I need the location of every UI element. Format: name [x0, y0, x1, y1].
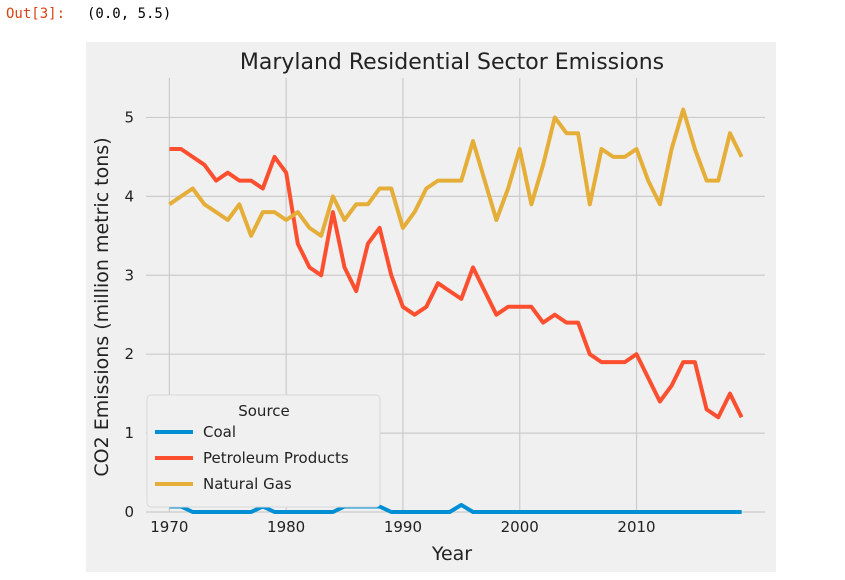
- legend-label-natural-gas: Natural Gas: [203, 475, 292, 493]
- legend-label-coal: Coal: [203, 423, 236, 441]
- x-tick-label: 2000: [501, 518, 539, 536]
- y-tick-label: 1: [124, 424, 134, 442]
- x-tick-label: 1970: [150, 518, 188, 536]
- output-prompt: Out[3]:: [6, 6, 66, 22]
- series-line-natural-gas: [168, 107, 744, 238]
- legend-box: [146, 394, 381, 508]
- y-tick-label: 5: [124, 108, 134, 126]
- y-tick-label: 4: [124, 187, 134, 205]
- y-axis-label: CO2 Emissions (million metric tons): [91, 137, 113, 476]
- x-tick-label: 2010: [617, 518, 655, 536]
- legend-label-petroleum-products: Petroleum Products: [203, 449, 349, 467]
- x-tick-label: 1980: [267, 518, 305, 536]
- y-tick-label: 2: [124, 345, 134, 363]
- y-tick-label: 0: [124, 503, 134, 521]
- chart-title: Maryland Residential Sector Emissions: [240, 50, 664, 75]
- y-tick-label: 3: [124, 266, 134, 284]
- x-tick-label: 1990: [384, 518, 422, 536]
- output-value: (0.0, 5.5): [87, 6, 172, 22]
- axis-ticks: 1970 1980 1990 2000 2010 0 1 2 3 4 5: [124, 108, 655, 536]
- x-axis-label: Year: [431, 543, 472, 565]
- series-line-petroleum-products: [169, 147, 744, 420]
- legend: Source Coal Petroleum Products Natural Gas: [146, 394, 381, 508]
- legend-title: Source: [238, 402, 290, 420]
